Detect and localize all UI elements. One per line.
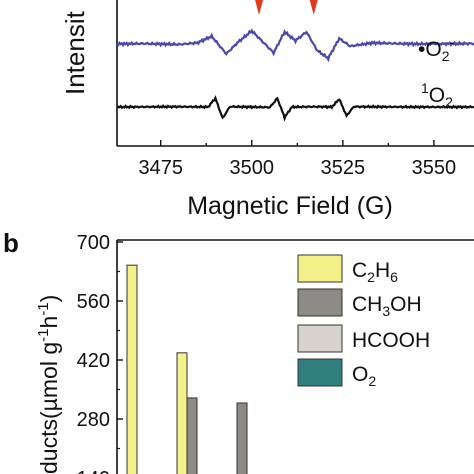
legend-swatch-c2h6: [297, 254, 343, 283]
bar-legend: C2H6 CH3OH HCOOH O2: [297, 254, 430, 389]
bar-ytick-label: 560: [77, 291, 110, 313]
legend-label-ch3oh: CH3OH: [352, 293, 422, 319]
bar-ytick-label: 420: [77, 350, 110, 372]
epr-xtick-label: 3500: [230, 157, 275, 179]
bar-ch3oh: [186, 397, 198, 474]
epr-marker: [309, 0, 318, 15]
epr-xtick-label: 3525: [321, 157, 366, 179]
panel-b-label: b: [3, 228, 19, 258]
epr-marker: [255, 0, 264, 15]
trace-singlet: [116, 95, 474, 122]
label-superoxide: •O2-: [418, 34, 454, 64]
epr-traces: [116, 28, 474, 122]
bar-c2h6: [126, 264, 138, 474]
trace-superoxide: [116, 28, 474, 63]
legend-label-hcooh: HCOOH: [352, 329, 430, 352]
epr-ylabel: Intensit: [60, 10, 90, 95]
legend-swatch-o2: [297, 358, 343, 387]
legend-swatch-ch3oh: [297, 288, 343, 317]
epr-panel: Intensit 3475 3500 3525 3550 •O2- 1O2 Magne…: [60, 0, 474, 220]
epr-xtick-label: 3475: [138, 157, 183, 179]
bar-panel: b ducts(µmol g-1h-1) 140 280 420 560 700 C2H…: [3, 228, 474, 474]
bar-bars: [126, 264, 248, 474]
epr-markers: [255, 0, 318, 15]
bar-c2h6: [176, 352, 188, 474]
legend-swatch-hcooh: [297, 324, 343, 353]
label-singlet: 1O2: [421, 80, 453, 110]
epr-ticks: 3475 3500 3525 3550: [138, 140, 456, 179]
epr-xlabel: Magnetic Field (G): [187, 192, 393, 220]
bar-ytick-label: 280: [77, 409, 110, 431]
epr-xtick-label: 3550: [412, 157, 457, 179]
bar-ticks: 140 280 420 560 700: [77, 232, 123, 474]
bar-ytick-label: 700: [77, 232, 110, 254]
bar-ytick-label: 140: [77, 468, 110, 474]
bar-ch3oh: [236, 402, 248, 474]
bar-ylabel: ducts(µmol g-1h-1): [35, 295, 62, 474]
legend-label-c2h6: C2H6: [352, 259, 398, 285]
legend-label-o2: O2: [352, 363, 376, 389]
